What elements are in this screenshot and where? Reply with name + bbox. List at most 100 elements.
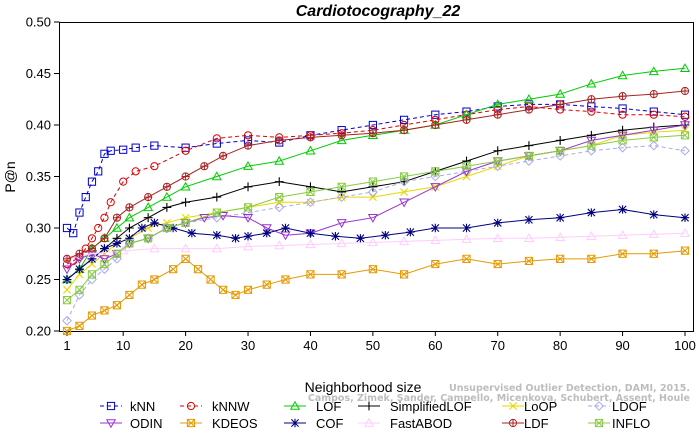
data-point-knnw	[87, 234, 97, 243]
data-point-inflo	[649, 133, 658, 142]
data-point-inflo	[493, 156, 502, 166]
legend-item-cof: COF	[284, 416, 344, 431]
data-point-knnw	[119, 177, 128, 186]
data-point-fastabod	[149, 243, 160, 253]
data-point-odin	[61, 265, 73, 275]
data-point-ldf	[75, 249, 84, 258]
series-cof	[62, 205, 690, 284]
legend-marker-lof	[289, 400, 301, 410]
data-point-lof	[211, 171, 222, 181]
y-tick-label: 0.35	[26, 169, 51, 184]
data-point-kdeos	[524, 256, 534, 266]
data-point-cof	[524, 215, 534, 224]
series-line-fastabod	[66, 232, 686, 260]
data-point-knn	[75, 208, 84, 217]
data-point-inflo	[368, 177, 377, 186]
legend-label-lof: LOF	[316, 399, 341, 414]
legend-label-cof: COF	[316, 416, 344, 431]
data-point-knnw	[649, 110, 658, 119]
data-point-inflo	[243, 203, 253, 212]
chart-title: Cardiotocography_22	[296, 3, 461, 20]
data-point-simplifiedlof	[337, 187, 347, 197]
data-point-fastabod	[430, 235, 441, 245]
data-point-kdeos	[281, 275, 290, 284]
data-point-knn	[100, 149, 109, 158]
y-tick-label: 0.40	[26, 118, 51, 133]
data-point-odin	[261, 224, 272, 234]
data-point-cof	[306, 228, 315, 238]
data-point-inflo	[181, 218, 190, 227]
data-point-lof	[679, 63, 691, 73]
data-point-simplifiedlof	[618, 125, 627, 135]
data-point-simplifiedlof	[143, 213, 153, 223]
data-point-ldf	[181, 172, 190, 181]
x-tick-label: 90	[615, 338, 629, 353]
data-point-cof	[112, 239, 122, 248]
data-point-simplifiedlof	[462, 156, 471, 166]
data-point-loop	[400, 187, 409, 196]
data-point-cof	[87, 254, 97, 264]
data-point-odin	[199, 214, 210, 223]
data-point-ldf	[462, 115, 471, 124]
legend-marker-simplifiedlof	[364, 401, 374, 411]
data-point-cof	[587, 208, 596, 217]
data-point-simplifiedlof	[524, 141, 534, 150]
data-point-lof	[586, 78, 597, 88]
legend-marker-cof	[290, 418, 300, 428]
y-tick-label: 0.25	[26, 272, 51, 287]
data-point-knn	[368, 120, 377, 130]
data-point-fastabod	[86, 248, 98, 258]
data-point-kdeos	[462, 254, 471, 263]
data-point-inflo	[125, 239, 134, 248]
data-point-inflo	[524, 151, 534, 160]
series-line-ldof	[66, 145, 686, 321]
legend-item-inflo: INFLO	[588, 416, 650, 431]
data-point-inflo	[144, 234, 153, 243]
data-point-ldf	[87, 244, 97, 253]
data-point-cof	[75, 265, 84, 274]
data-point-knn	[119, 145, 128, 154]
data-point-lof	[305, 145, 316, 155]
data-point-odin	[679, 121, 691, 131]
data-point-kdeos	[231, 290, 240, 300]
data-point-knnw	[150, 162, 159, 171]
series-ldf	[62, 86, 690, 263]
data-point-knn	[212, 139, 221, 148]
data-point-fastabod	[492, 233, 503, 242]
data-point-knn	[150, 141, 159, 150]
data-point-simplifiedlof	[274, 177, 284, 187]
y-tick-label: 0.45	[26, 66, 51, 81]
data-point-cof	[356, 234, 365, 243]
data-point-cof	[281, 223, 290, 233]
data-point-simplifiedlof	[125, 223, 134, 233]
series-line-knnw	[66, 105, 686, 265]
data-point-lof	[648, 66, 659, 76]
data-point-fastabod	[555, 232, 566, 241]
data-point-ldf	[275, 136, 284, 145]
data-point-cof	[137, 223, 147, 233]
legend-marker-loop	[509, 402, 517, 410]
y-tick-label: 0.20	[26, 324, 51, 339]
data-point-fastabod	[274, 240, 285, 250]
legend-item-odin: ODIN	[100, 416, 163, 431]
data-point-knn	[680, 110, 690, 119]
data-point-fastabod	[617, 229, 628, 239]
legend-label-kdeos: KDEOS	[212, 416, 258, 431]
data-point-ldf	[618, 92, 627, 101]
x-tick-label: 20	[178, 338, 192, 353]
data-point-odin	[399, 198, 410, 208]
series-line-ldf	[66, 90, 686, 260]
data-point-odin	[367, 214, 378, 223]
data-point-knn	[399, 115, 409, 124]
data-point-inflo	[100, 259, 109, 269]
data-point-inflo	[212, 208, 221, 217]
legend-label-inflo: INFLO	[612, 416, 650, 431]
data-point-ldf	[144, 193, 153, 202]
data-point-kdeos	[680, 246, 690, 255]
legend-label-knn: kNN	[130, 399, 155, 414]
data-point-kdeos	[618, 249, 627, 258]
citation-line-1: Campos, Zimek, Sander, Campello, Micenko…	[308, 393, 690, 404]
data-point-cof	[100, 244, 109, 253]
data-point-inflo	[680, 131, 690, 140]
x-tick-label: 70	[490, 338, 504, 353]
